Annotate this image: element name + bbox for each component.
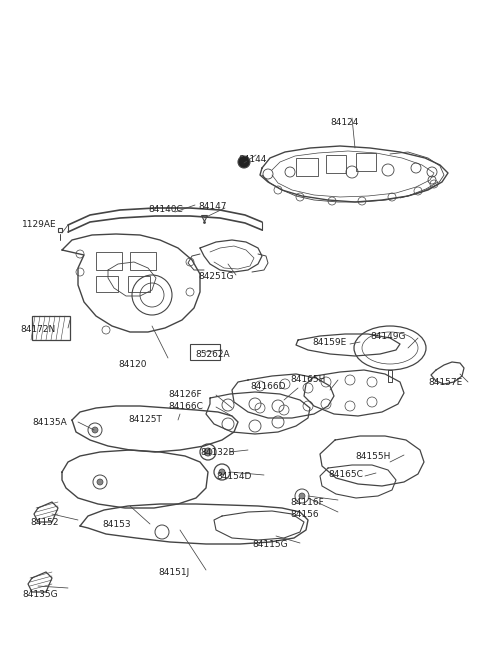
- Text: 84172N: 84172N: [20, 325, 55, 334]
- Text: 84156: 84156: [290, 510, 319, 519]
- Text: 85262A: 85262A: [195, 350, 229, 359]
- Circle shape: [92, 427, 98, 433]
- Text: 1129AE: 1129AE: [22, 220, 57, 229]
- Text: 84115G: 84115G: [252, 540, 288, 549]
- Text: 84126F: 84126F: [168, 390, 202, 399]
- Bar: [32, 316, 70, 340]
- Text: 84152: 84152: [30, 518, 59, 527]
- Circle shape: [219, 469, 225, 475]
- Bar: [96, 276, 118, 292]
- Bar: [96, 252, 122, 270]
- Text: 84147: 84147: [198, 202, 227, 211]
- Bar: [190, 344, 220, 360]
- Bar: [326, 155, 346, 173]
- Text: 84116F: 84116F: [290, 498, 324, 507]
- Bar: [356, 153, 376, 171]
- Circle shape: [204, 448, 212, 456]
- Text: 84165C: 84165C: [328, 470, 363, 479]
- Text: 84155H: 84155H: [355, 452, 390, 461]
- Text: 84120: 84120: [118, 360, 146, 369]
- Text: 84149G: 84149G: [370, 332, 406, 341]
- Text: 84124: 84124: [330, 118, 359, 127]
- Text: 84251G: 84251G: [198, 272, 233, 281]
- Text: 84135G: 84135G: [22, 590, 58, 599]
- Bar: [128, 276, 150, 292]
- Circle shape: [299, 493, 305, 499]
- Text: 84159E: 84159E: [312, 338, 346, 347]
- Bar: [130, 252, 156, 270]
- Text: 84125T: 84125T: [128, 415, 162, 424]
- Text: 84135A: 84135A: [32, 418, 67, 427]
- Text: 84151J: 84151J: [158, 568, 189, 577]
- Text: 84154D: 84154D: [216, 472, 252, 481]
- Text: 84166D: 84166D: [250, 382, 286, 391]
- Text: 84132B: 84132B: [200, 448, 235, 457]
- Text: 84153: 84153: [102, 520, 131, 529]
- Circle shape: [238, 156, 250, 168]
- Text: 84157E: 84157E: [428, 378, 462, 387]
- Circle shape: [97, 479, 103, 485]
- Text: 84166C: 84166C: [168, 402, 203, 411]
- Text: 84165H: 84165H: [290, 375, 325, 384]
- Text: 84144: 84144: [238, 155, 266, 164]
- Text: 84140C: 84140C: [148, 205, 183, 214]
- Bar: [296, 158, 318, 176]
